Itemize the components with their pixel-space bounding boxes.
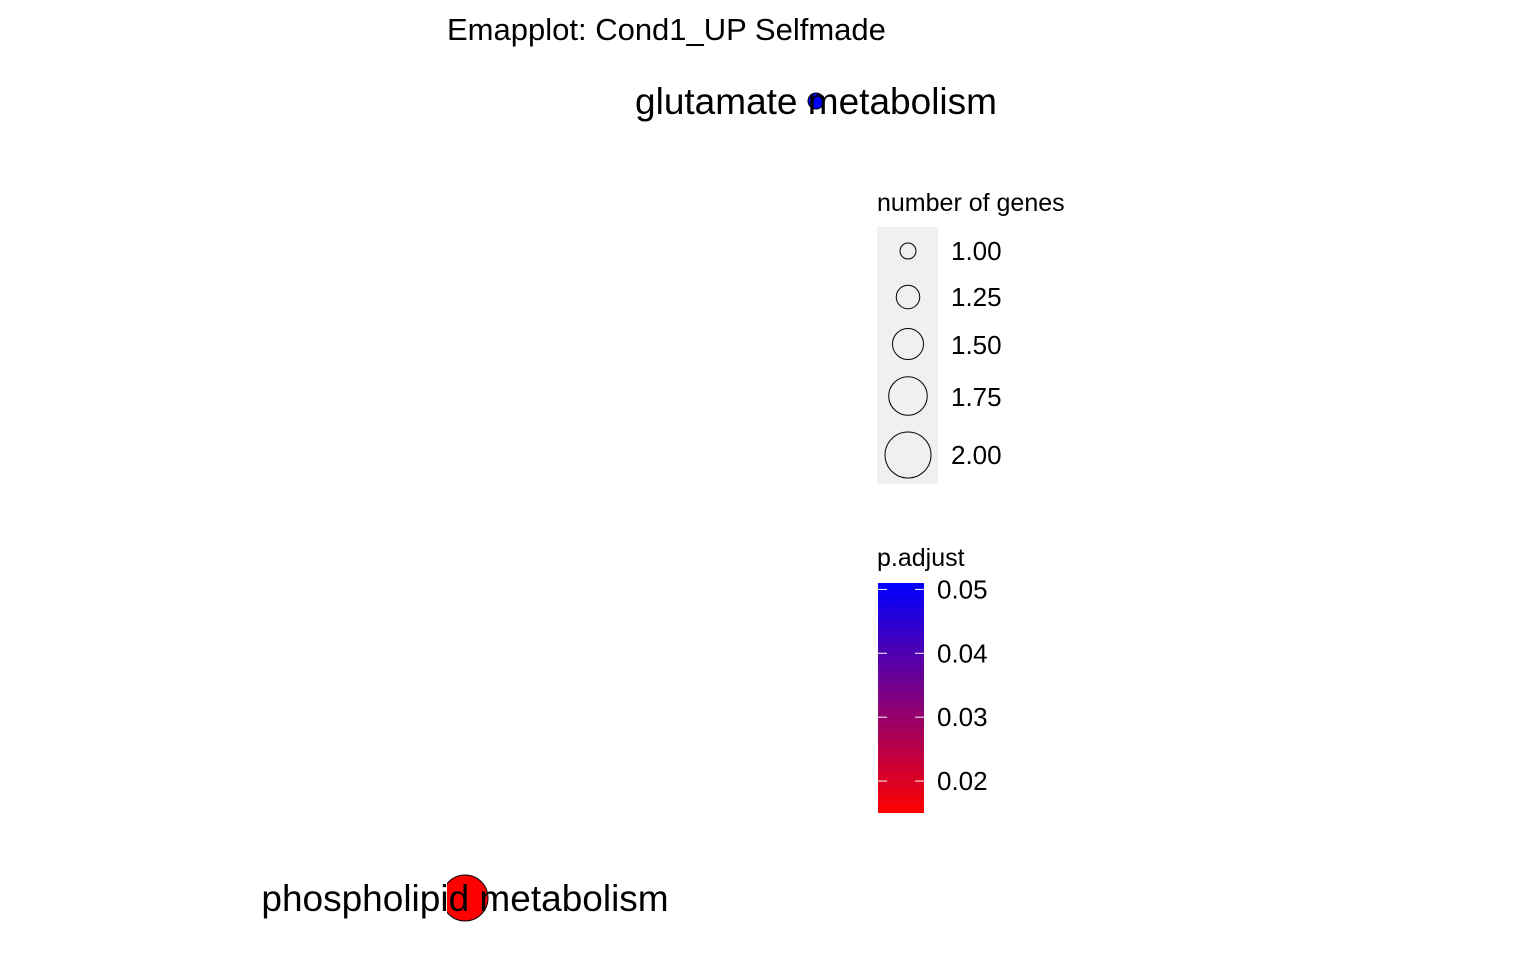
color-legend: p.adjust 0.02 0.03 0.04 0.05	[877, 544, 988, 813]
size-legend-label: 1.00	[951, 236, 1002, 266]
color-legend-tick-label: 0.03	[937, 702, 988, 732]
size-legend-key	[888, 376, 928, 416]
network-nodes	[447, 92, 825, 922]
color-legend-tick-label: 0.05	[937, 574, 988, 604]
node-circle	[807, 92, 825, 110]
color-legend-tick-label: 0.02	[937, 766, 988, 796]
size-legend-key	[884, 431, 932, 479]
size-legend-key	[899, 242, 917, 260]
node-label: glutamate metabolism	[635, 81, 997, 122]
node-label: phospholipid metabolism	[261, 878, 668, 919]
size-legend-key	[892, 328, 924, 360]
size-legend: number of genes 1.00 1.25 1.50 1.75 2.00	[877, 189, 1065, 484]
network-node-labels: glutamate metabolism phospholipid metabol…	[261, 81, 997, 919]
node-circle	[447, 874, 489, 922]
color-legend-bar	[878, 583, 924, 813]
size-legend-label: 2.00	[951, 440, 1002, 470]
size-legend-key	[895, 284, 921, 310]
size-legend-label: 1.25	[951, 282, 1002, 312]
color-legend-tick-label: 0.04	[937, 638, 988, 668]
size-legend-label: 1.50	[951, 330, 1002, 360]
color-legend-title: p.adjust	[877, 544, 965, 572]
size-legend-title: number of genes	[877, 189, 1065, 217]
chart-title: Emapplot: Cond1_UP Selfmade	[447, 12, 886, 47]
size-legend-label: 1.75	[951, 382, 1002, 412]
